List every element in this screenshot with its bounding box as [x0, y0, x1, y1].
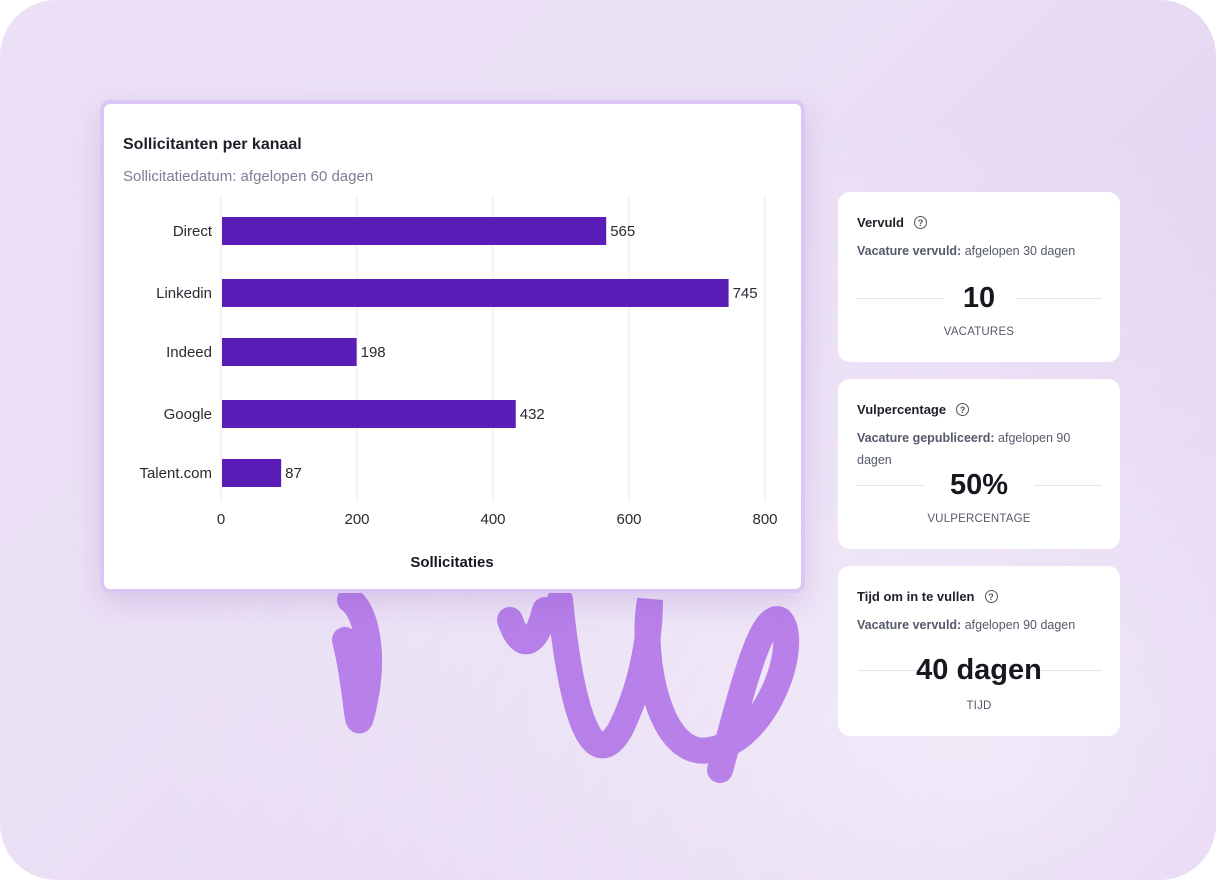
stat-value: 50% [949, 469, 1009, 501]
bar [222, 459, 282, 487]
y-category-label: Linkedin [156, 285, 212, 302]
bar [222, 400, 516, 428]
stat-title-row: Vulpercentage? [857, 402, 970, 417]
stat-description-label: Vacature gepubliceerd: [857, 431, 995, 445]
chart-subtitle: Sollicitatiedatum: afgelopen 60 dagen [123, 168, 374, 185]
x-axis-label: Sollicitaties [410, 554, 493, 571]
divider [1034, 485, 1102, 486]
decorative-brush-stroke [332, 587, 800, 783]
stat-unit: TIJD [966, 700, 992, 712]
divider [858, 670, 926, 671]
data-label: 198 [361, 344, 386, 361]
y-category-label: Indeed [166, 344, 212, 361]
bar [222, 279, 729, 307]
stat-value: 40 dagen [916, 654, 1042, 686]
y-category-label: Talent.com [139, 465, 212, 482]
stat-description-value: afgelopen 30 dagen [961, 244, 1076, 258]
x-tick-label: 800 [752, 511, 777, 528]
stat-card: Vervuld? Vacature vervuld: afgelopen 30 … [838, 192, 1120, 362]
stat-title: Tijd om in te vullen [857, 589, 975, 604]
stat-description: Vacature gepubliceerd: afgelopen 90 dage… [857, 427, 1106, 471]
help-icon[interactable]: ? [956, 403, 970, 416]
stat-value: 10 [962, 282, 996, 314]
y-category-label: Direct [173, 223, 213, 240]
divider [1016, 298, 1102, 299]
x-tick-label: 400 [480, 511, 505, 528]
stat-description-label: Vacature vervuld: [857, 618, 962, 632]
stat-card: Vulpercentage? Vacature gepubliceerd: af… [838, 379, 1120, 549]
bar [222, 338, 357, 366]
stat-unit: VULPERCENTAGE [927, 513, 1031, 525]
stat-description-label: Vacature vervuld: [857, 244, 962, 258]
stat-title-row: Vervuld? [857, 215, 927, 230]
stat-title: Vulpercentage [857, 402, 947, 417]
chart-card: Sollicitanten per kanaal Sollicitatiedat… [100, 100, 805, 593]
stat-description: Vacature vervuld: afgelopen 90 dagen [857, 614, 1106, 636]
bar [222, 217, 607, 245]
x-tick-label: 200 [344, 511, 369, 528]
stat-description: Vacature vervuld: afgelopen 30 dagen [857, 240, 1106, 262]
help-icon[interactable]: ? [984, 590, 998, 603]
divider [1034, 670, 1102, 671]
help-icon[interactable]: ? [913, 216, 927, 229]
x-tick-label: 0 [217, 511, 225, 528]
divider [857, 485, 925, 486]
stat-title-row: Tijd om in te vullen? [857, 589, 998, 604]
stat-description-value: afgelopen 90 dagen [961, 618, 1076, 632]
y-category-label: Google [164, 406, 212, 423]
stat-card: Tijd om in te vullen? Vacature vervuld: … [838, 566, 1120, 736]
chart-title: Sollicitanten per kanaal [123, 136, 302, 153]
x-tick-label: 600 [616, 511, 641, 528]
data-label: 87 [285, 465, 302, 482]
data-label: 745 [733, 285, 758, 302]
stat-unit: VACATURES [943, 326, 1015, 338]
bar-chart: 0 200 400 600 800 Direct 565 Linkedin 745 Indeed 1… [139, 196, 778, 571]
data-label: 565 [610, 223, 635, 240]
stat-title: Vervuld [857, 215, 904, 230]
divider [857, 298, 943, 299]
data-label: 432 [520, 406, 545, 423]
stat-description-value: afgelopen 90 dagen [857, 431, 1071, 467]
